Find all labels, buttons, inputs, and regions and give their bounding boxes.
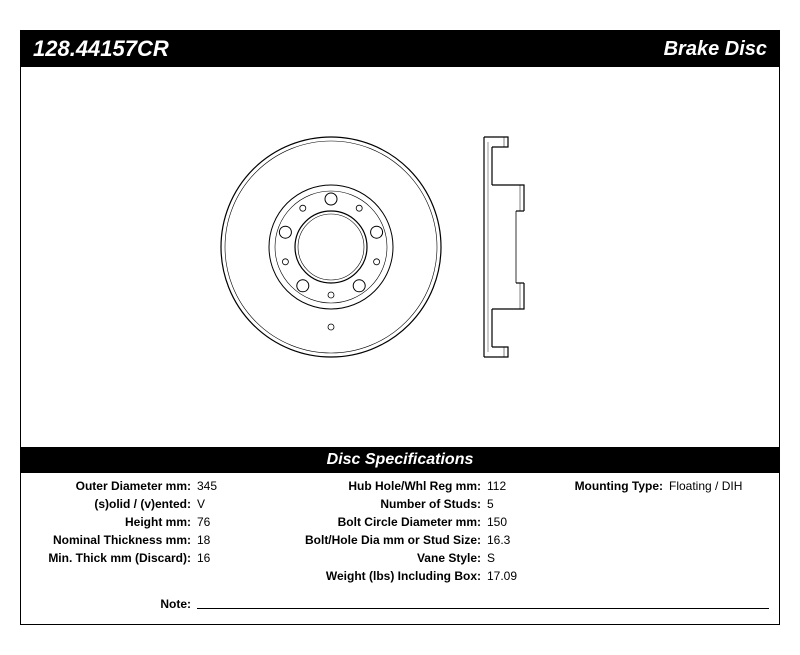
spec-label: Number of Studs: [271,495,481,513]
spec-value: V [197,495,257,513]
spec-col3-labels: Mounting Type: [561,477,663,495]
spec-value: Floating / DIH [669,477,774,495]
spec-label: Mounting Type: [561,477,663,495]
spec-header-bar: Disc Specifications [21,447,779,473]
part-number: 128.44157CR [33,36,169,62]
spec-value: 345 [197,477,257,495]
spec-value: 150 [487,513,547,531]
spec-label: Height mm: [21,513,191,531]
spec-value: 5 [487,495,547,513]
spec-label: Hub Hole/Whl Reg mm: [271,477,481,495]
diagram-area [21,67,779,447]
spec-label: (s)olid / (v)ented: [21,495,191,513]
spec-value: 17.09 [487,567,547,585]
spec-value: 76 [197,513,257,531]
spec-label: Weight (lbs) Including Box: [271,567,481,585]
spec-value: 16.3 [487,531,547,549]
spec-value: 16 [197,549,257,567]
document-title: Brake Disc [664,38,767,61]
spec-col2-values: 112 5 150 16.3 S 17.09 [487,477,547,585]
spec-label: Min. Thick mm (Discard): [21,549,191,567]
spec-label: Bolt Circle Diameter mm: [271,513,481,531]
spec-col3-values: Floating / DIH [669,477,774,495]
spec-label: Vane Style: [271,549,481,567]
spec-label: Bolt/Hole Dia mm or Stud Size: [271,531,481,549]
header-bar: 128.44157CR Brake Disc [21,31,779,67]
spec-col2-labels: Hub Hole/Whl Reg mm: Number of Studs: Bo… [271,477,481,585]
spec-value: 112 [487,477,547,495]
spec-col1-values: 345 V 76 18 16 [197,477,257,567]
spec-label: Nominal Thickness mm: [21,531,191,549]
note-label: Note: [21,597,191,611]
specs-area: Outer Diameter mm: (s)olid / (v)ented: H… [21,477,779,624]
spec-value: 18 [197,531,257,549]
spec-value: S [487,549,547,567]
spec-label: Outer Diameter mm: [21,477,191,495]
document-frame: 128.44157CR Brake Disc [20,30,780,625]
spec-col1-labels: Outer Diameter mm: (s)olid / (v)ented: H… [21,477,191,567]
note-line [197,608,769,609]
brake-disc-diagram [201,107,601,387]
